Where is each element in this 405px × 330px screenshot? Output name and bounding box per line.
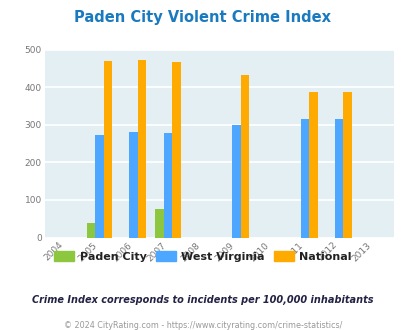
Bar <box>129 132 138 238</box>
Bar <box>334 119 343 238</box>
Bar <box>308 92 317 238</box>
Bar <box>240 75 249 238</box>
Bar <box>300 119 308 238</box>
Bar <box>163 133 172 238</box>
Bar <box>343 92 351 238</box>
Text: Paden City Violent Crime Index: Paden City Violent Crime Index <box>74 10 331 25</box>
Bar <box>103 61 112 238</box>
Bar <box>172 62 180 238</box>
Bar <box>95 135 103 238</box>
Bar <box>155 209 163 238</box>
Text: © 2024 CityRating.com - https://www.cityrating.com/crime-statistics/: © 2024 CityRating.com - https://www.city… <box>64 321 341 330</box>
Text: Crime Index corresponds to incidents per 100,000 inhabitants: Crime Index corresponds to incidents per… <box>32 295 373 305</box>
Bar <box>138 60 146 238</box>
Legend: Paden City, West Virginia, National: Paden City, West Virginia, National <box>50 247 355 267</box>
Bar <box>232 125 240 238</box>
Bar <box>86 222 95 238</box>
